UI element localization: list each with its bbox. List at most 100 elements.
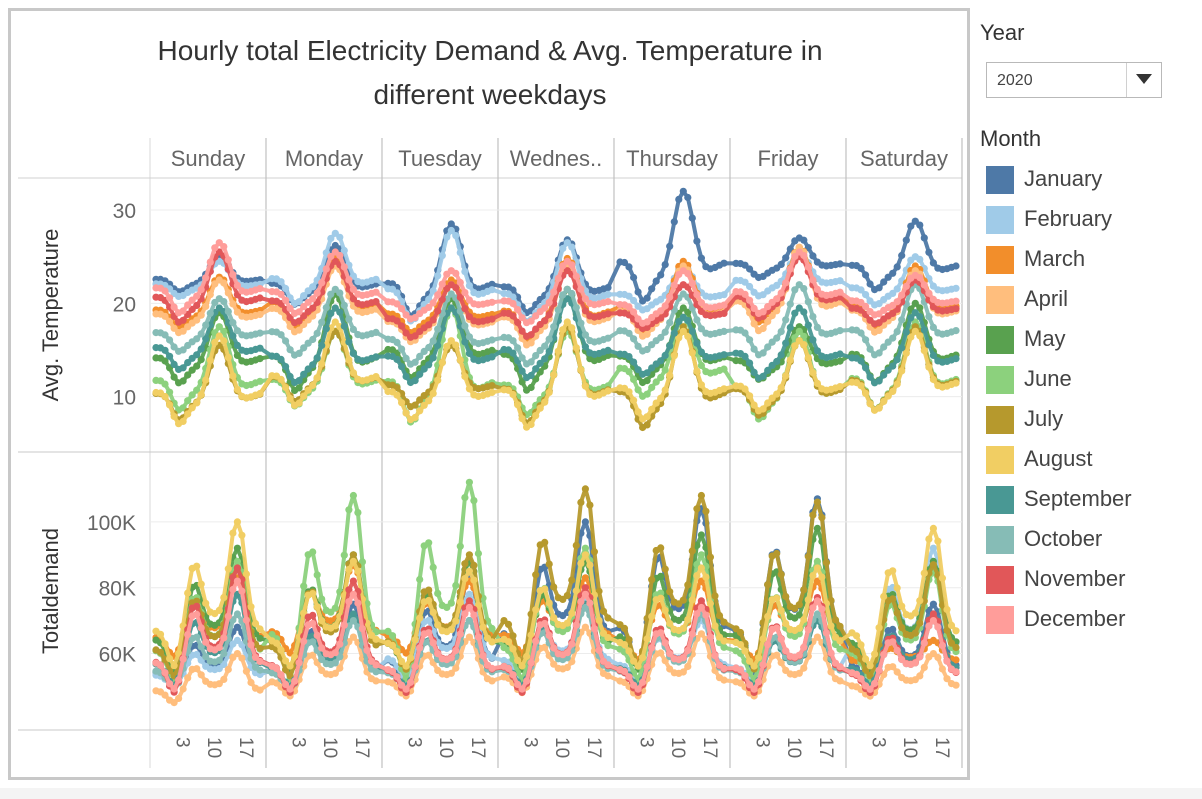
data-point (581, 574, 590, 582)
data-point (684, 615, 692, 624)
data-point (461, 575, 469, 583)
data-point (224, 353, 232, 361)
data-point (907, 314, 915, 322)
data-point (943, 657, 951, 665)
data-point (286, 372, 294, 381)
data-point (720, 643, 728, 651)
data-point (620, 258, 629, 267)
data-point (336, 251, 344, 260)
data-point (813, 524, 822, 533)
data-point (648, 576, 656, 584)
data-point (670, 329, 678, 337)
x-tick-label: 10 (899, 737, 920, 758)
data-point (595, 646, 603, 654)
data-point (420, 365, 428, 373)
data-point (398, 345, 406, 353)
data-point (880, 371, 888, 379)
data-point (277, 375, 285, 383)
data-point (527, 383, 535, 392)
data-point (179, 377, 187, 385)
data-point (755, 678, 763, 686)
chart-title-line-2: different weekdays (374, 79, 607, 110)
data-point (479, 652, 487, 660)
legend-swatch (986, 166, 1014, 194)
data-point (220, 593, 228, 602)
data-point (581, 307, 590, 315)
data-point (393, 355, 401, 363)
data-point (461, 289, 469, 297)
data-point (220, 660, 228, 669)
data-point (657, 572, 665, 581)
data-point (625, 636, 633, 644)
data-point (233, 341, 241, 349)
data-point (581, 623, 590, 631)
data-point (488, 664, 496, 673)
chevron-down-icon[interactable] (1136, 74, 1152, 84)
data-point (862, 655, 870, 663)
data-point (411, 636, 419, 644)
data-point (349, 610, 357, 618)
data-point (197, 580, 205, 588)
legend-label: July (1024, 406, 1064, 431)
data-point (514, 656, 522, 665)
data-point (862, 666, 870, 674)
data-point (643, 330, 651, 338)
data-point (425, 303, 433, 311)
data-point (952, 327, 960, 335)
data-point (720, 351, 728, 359)
data-point (625, 329, 633, 337)
data-point (452, 664, 460, 672)
data-point (193, 301, 201, 310)
data-point (822, 629, 831, 637)
data-point (822, 559, 831, 567)
data-point (581, 584, 590, 592)
data-point (720, 309, 728, 317)
data-point (893, 668, 901, 676)
data-point (862, 271, 870, 279)
data-point (170, 699, 178, 707)
data-point (902, 349, 910, 357)
data-point (175, 676, 183, 684)
data-point (666, 293, 674, 301)
data-point (702, 611, 710, 619)
data-point (782, 619, 790, 628)
data-point (215, 643, 223, 652)
x-tick-label: 10 (551, 737, 572, 758)
data-point (625, 673, 633, 681)
data-point (488, 346, 496, 354)
data-point (256, 634, 264, 642)
data-point (518, 367, 526, 375)
data-point (541, 585, 549, 593)
data-point (527, 659, 535, 667)
data-point (898, 602, 906, 610)
data-point (416, 575, 424, 584)
data-point (786, 323, 794, 332)
data-point (447, 304, 455, 312)
data-point (286, 685, 294, 693)
data-point (465, 385, 473, 393)
data-point (452, 646, 460, 655)
data-point (465, 617, 473, 625)
year-dropdown[interactable]: 2020 (986, 62, 1162, 98)
x-tick-label: 17 (815, 737, 836, 758)
data-point (648, 285, 656, 293)
data-point (773, 295, 781, 303)
data-point (907, 333, 915, 341)
data-point (327, 290, 335, 298)
data-point (648, 644, 656, 652)
data-point (563, 663, 571, 672)
data-point (518, 662, 526, 670)
data-point (916, 313, 924, 321)
data-point (764, 343, 772, 351)
data-point (170, 343, 178, 351)
data-point (706, 633, 715, 641)
data-point (652, 399, 660, 407)
data-point (630, 358, 638, 366)
data-point (693, 316, 701, 324)
data-point (202, 274, 210, 282)
data-point (206, 309, 214, 317)
data-point (952, 627, 960, 635)
data-point (666, 342, 674, 350)
data-point (184, 410, 192, 418)
data-point (184, 397, 192, 405)
